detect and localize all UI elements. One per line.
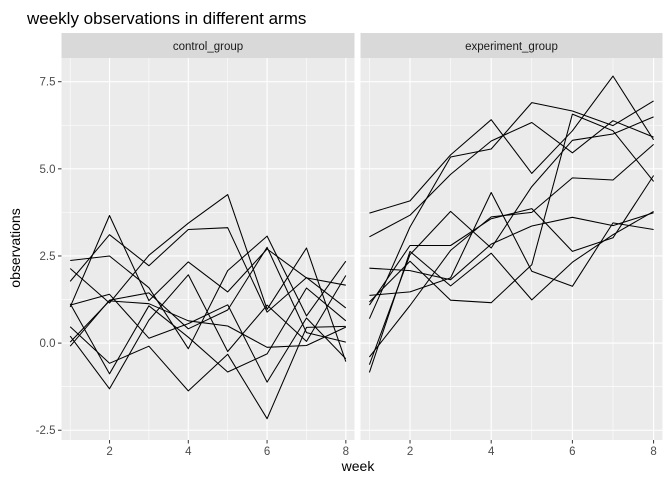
series-line-7 (369, 113, 655, 304)
facet-strip (61, 33, 355, 58)
facet-panel-control_group: control_group 2 4 6 8 -2.5 0.0 2.5 5.0 7.5 (36, 33, 355, 458)
series-line-3 (69, 227, 347, 313)
series-line-8 (69, 246, 346, 347)
y-axis-title: observations (7, 208, 23, 287)
y-tick-label: 7.5 (40, 77, 56, 89)
panel-background (360, 58, 663, 440)
x-axis-title: week (341, 458, 376, 474)
series-line-2 (368, 210, 654, 373)
series-line-9 (69, 194, 347, 362)
y-tick-label: 5.0 (40, 164, 56, 176)
facet-strip (360, 33, 663, 58)
series-line-1 (69, 274, 347, 390)
x-tick-label: 2 (407, 446, 413, 458)
series-line-1 (369, 120, 654, 238)
series-line-4 (368, 116, 654, 365)
series-line-3 (369, 212, 654, 281)
x-tick-label: 6 (264, 446, 270, 458)
series-line-8 (369, 191, 654, 296)
facet-strip-label: control_group (173, 41, 243, 53)
series-line-5 (69, 325, 346, 420)
series-line-10 (70, 293, 347, 383)
x-tick-label: 8 (343, 446, 349, 458)
series-line-6 (369, 75, 655, 214)
y-tick-label: 2.5 (40, 251, 56, 263)
facet-strip-label: experiment_group (465, 41, 558, 53)
y-tick-label: 0.0 (40, 338, 56, 350)
x-tick-label: 2 (106, 446, 112, 458)
x-tick-label: 4 (488, 446, 495, 458)
series-line-9 (368, 144, 654, 358)
series-line-6 (70, 235, 347, 350)
x-tick-label: 6 (569, 446, 575, 458)
y-tick-label: -2.5 (36, 425, 56, 437)
x-tick-label: 8 (650, 446, 656, 458)
facet-panel-experiment_group: experiment_group 2 4 6 8 (360, 33, 663, 458)
x-tick-label: 4 (185, 446, 192, 458)
series-line-4 (69, 214, 346, 308)
chart-title: weekly observations in different arms (26, 9, 306, 28)
series-line-5 (368, 100, 654, 319)
series-line-2 (69, 287, 347, 375)
series-line-10 (368, 175, 655, 306)
